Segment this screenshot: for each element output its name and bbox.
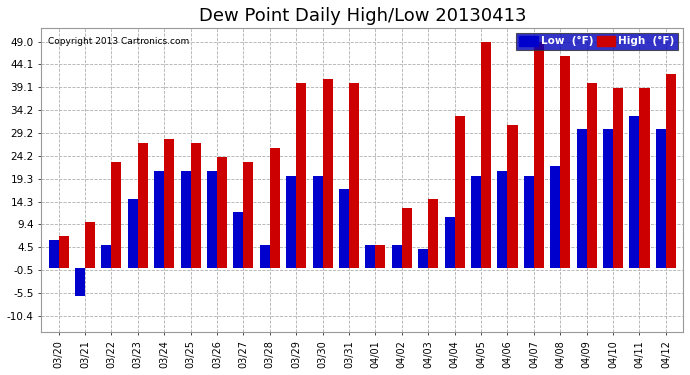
Bar	[603, 129, 613, 268]
Legend: Low  (°F), High  (°F): Low (°F), High (°F)	[516, 33, 678, 50]
Bar	[48, 240, 59, 268]
Bar	[164, 139, 175, 268]
Bar	[613, 88, 623, 268]
Bar	[244, 162, 253, 268]
Bar	[640, 88, 649, 268]
Bar	[656, 129, 666, 268]
Bar	[111, 162, 121, 268]
Bar	[181, 171, 190, 268]
Bar	[497, 171, 507, 268]
Bar	[296, 83, 306, 268]
Bar	[577, 129, 586, 268]
Bar	[286, 176, 296, 268]
Bar	[101, 245, 111, 268]
Bar	[75, 268, 85, 296]
Bar	[524, 176, 534, 268]
Bar	[366, 245, 375, 268]
Text: Copyright 2013 Cartronics.com: Copyright 2013 Cartronics.com	[48, 37, 189, 46]
Bar	[323, 79, 333, 268]
Bar	[190, 143, 201, 268]
Bar	[349, 83, 359, 268]
Bar	[260, 245, 270, 268]
Bar	[455, 116, 464, 268]
Bar	[233, 213, 244, 268]
Bar	[629, 116, 640, 268]
Bar	[586, 83, 597, 268]
Bar	[392, 245, 402, 268]
Bar	[560, 56, 571, 268]
Bar	[59, 236, 68, 268]
Title: Dew Point Daily High/Low 20130413: Dew Point Daily High/Low 20130413	[199, 7, 526, 25]
Bar	[444, 217, 455, 268]
Bar	[507, 125, 518, 268]
Bar	[375, 245, 386, 268]
Bar	[402, 208, 412, 268]
Bar	[339, 189, 349, 268]
Bar	[128, 199, 138, 268]
Bar	[217, 157, 227, 268]
Bar	[418, 249, 428, 268]
Bar	[207, 171, 217, 268]
Bar	[428, 199, 438, 268]
Bar	[534, 42, 544, 268]
Bar	[313, 176, 323, 268]
Bar	[154, 171, 164, 268]
Bar	[85, 222, 95, 268]
Bar	[481, 42, 491, 268]
Bar	[138, 143, 148, 268]
Bar	[270, 148, 280, 268]
Bar	[471, 176, 481, 268]
Bar	[666, 74, 676, 268]
Bar	[550, 166, 560, 268]
